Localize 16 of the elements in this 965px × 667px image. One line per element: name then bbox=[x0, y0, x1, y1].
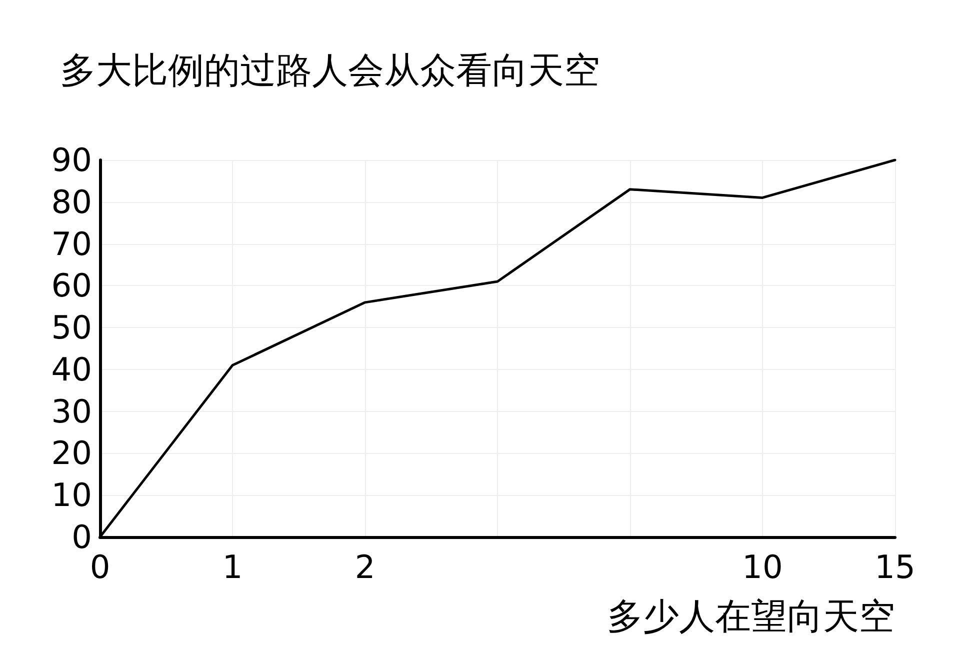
y-tick-label: 50 bbox=[51, 308, 92, 347]
y-tick-label: 40 bbox=[51, 350, 92, 388]
y-tick-label: 80 bbox=[51, 182, 92, 221]
y-tick-label: 60 bbox=[51, 266, 92, 305]
x-tick-label: 10 bbox=[742, 548, 783, 586]
x-tick-label: 2 bbox=[354, 548, 376, 586]
y-tick-label: 20 bbox=[51, 434, 92, 472]
y-tick-label: 30 bbox=[51, 392, 92, 430]
x-axis-title: 多少人在望向天空 bbox=[607, 596, 895, 638]
y-tick-label: 90 bbox=[51, 141, 92, 179]
x-tick-label: 15 bbox=[874, 548, 916, 586]
y-tick-label: 10 bbox=[51, 476, 92, 514]
y-tick-label: 0 bbox=[72, 518, 92, 556]
x-tick-label: 1 bbox=[222, 548, 243, 586]
y-tick-label: 70 bbox=[51, 224, 92, 263]
chart-title: 多大比例的过路人会从众看向天空 bbox=[60, 50, 600, 92]
